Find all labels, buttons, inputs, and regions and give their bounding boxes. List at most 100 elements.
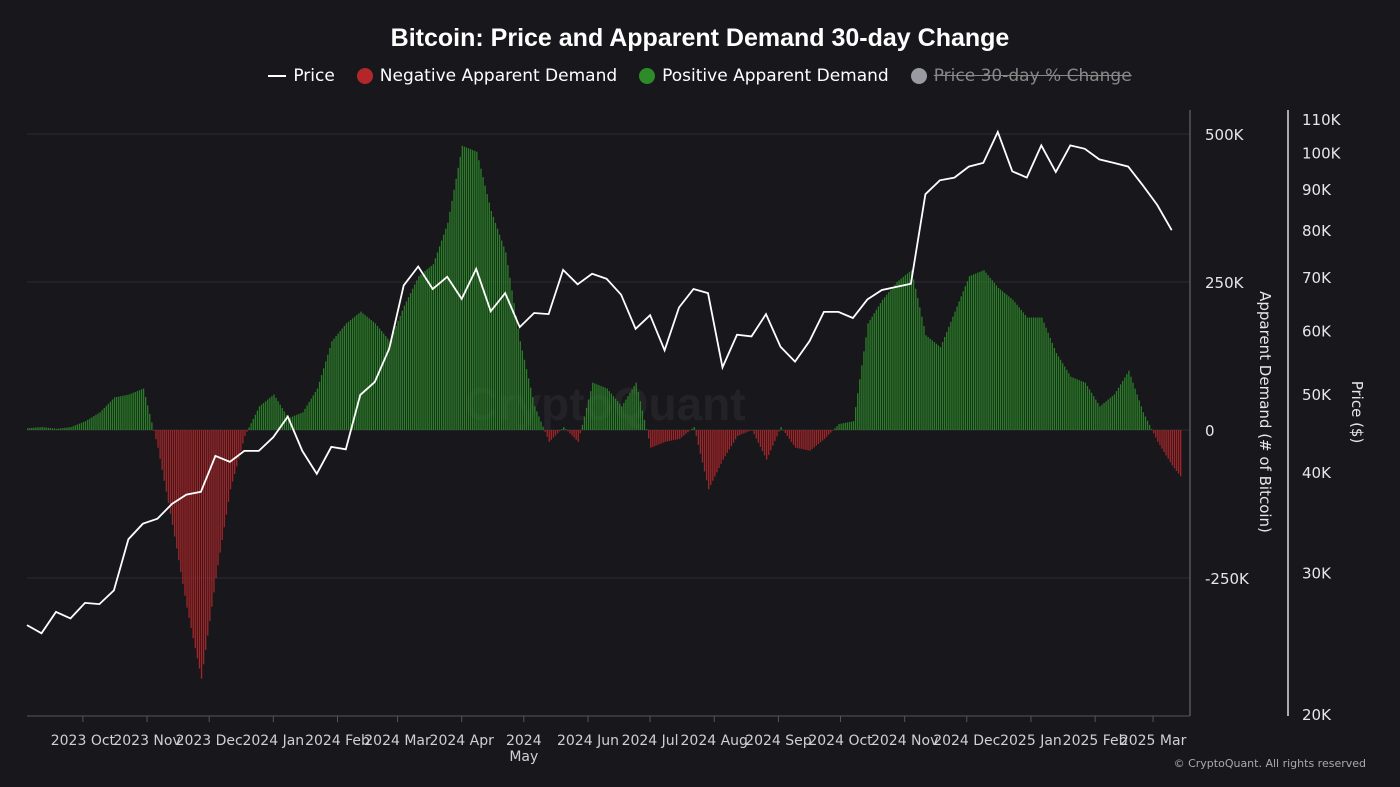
positive-demand-bar xyxy=(27,428,29,430)
negative-demand-bar xyxy=(1159,430,1161,446)
negative-demand-bar xyxy=(186,430,188,608)
negative-demand-bar xyxy=(205,430,207,650)
positive-demand-bar xyxy=(602,386,604,430)
positive-demand-bar xyxy=(474,150,476,430)
positive-demand-bar xyxy=(447,222,449,430)
y-right-tick-label: 50K xyxy=(1302,386,1332,404)
positive-demand-bar xyxy=(1026,317,1029,430)
y-right-tick-label: 100K xyxy=(1302,144,1342,162)
negative-demand-bar xyxy=(803,430,805,450)
positive-demand-bar xyxy=(436,252,439,430)
negative-demand-bar xyxy=(695,430,697,436)
negative-demand-bar xyxy=(666,430,668,442)
positive-demand-bar xyxy=(29,428,31,430)
positive-demand-bar xyxy=(277,401,279,430)
positive-demand-bar xyxy=(904,275,906,430)
negative-demand-bar xyxy=(571,430,573,436)
positive-demand-bar xyxy=(463,146,466,430)
positive-demand-bar xyxy=(109,401,112,430)
copyright: © CryptoQuant. All rights reserved xyxy=(1173,757,1366,770)
positive-demand-bar xyxy=(95,414,97,430)
negative-demand-bar xyxy=(734,430,737,440)
positive-demand-bar xyxy=(434,258,437,430)
positive-demand-bar xyxy=(590,391,592,430)
negative-demand-bar xyxy=(753,430,755,435)
positive-demand-bar xyxy=(397,320,399,430)
legend-item-positive-demand[interactable]: Positive Apparent Demand xyxy=(639,66,889,86)
legend-item-price-change[interactable]: Price 30-day % Change xyxy=(910,66,1132,86)
positive-demand-bar xyxy=(347,321,350,430)
negative-demand-bar xyxy=(668,430,670,441)
dot-icon xyxy=(356,68,373,84)
positive-demand-bar xyxy=(64,427,66,430)
positive-demand-bar xyxy=(72,426,74,430)
positive-demand-bar xyxy=(635,382,637,430)
negative-demand-bar xyxy=(830,430,832,433)
positive-demand-bar xyxy=(869,320,871,430)
positive-demand-bar xyxy=(306,405,308,430)
negative-demand-bar xyxy=(223,430,225,528)
positive-demand-bar xyxy=(1010,298,1012,430)
positive-demand-bar xyxy=(1016,304,1018,430)
x-tick-label: 2024 Nov xyxy=(871,733,938,749)
positive-demand-bar xyxy=(426,269,428,430)
negative-demand-bar xyxy=(246,430,248,432)
negative-demand-bar xyxy=(167,430,170,503)
negative-demand-bar xyxy=(178,430,180,561)
positive-demand-bar xyxy=(113,397,116,430)
positive-demand-bar xyxy=(136,391,139,430)
positive-demand-bar xyxy=(834,428,836,430)
negative-demand-bar xyxy=(554,430,557,436)
positive-demand-bar xyxy=(128,394,130,430)
positive-demand-bar xyxy=(900,278,902,430)
positive-demand-bar xyxy=(985,272,987,430)
negative-demand-bar xyxy=(652,430,654,447)
positive-demand-bar xyxy=(1138,400,1140,430)
positive-demand-bar xyxy=(875,309,877,430)
positive-demand-bar xyxy=(619,403,621,430)
negative-demand-bar xyxy=(672,430,675,441)
positive-demand-bar xyxy=(74,425,76,430)
positive-demand-bar xyxy=(329,347,331,430)
positive-demand-bar xyxy=(147,405,149,430)
positive-demand-bar xyxy=(457,167,459,431)
legend-item-negative-demand[interactable]: Negative Apparent Demand xyxy=(356,66,617,86)
positive-demand-bar xyxy=(496,228,499,430)
positive-demand-bar xyxy=(780,427,782,430)
positive-demand-bar xyxy=(999,289,1002,430)
negative-demand-bar xyxy=(165,430,167,492)
negative-demand-bar xyxy=(573,430,575,438)
positive-demand-bar xyxy=(43,427,45,430)
negative-demand-bar xyxy=(817,430,820,444)
positive-demand-bar xyxy=(111,399,114,430)
y-right-axis-label: Price ($) xyxy=(1348,381,1366,444)
x-tick-label: 2024 Feb xyxy=(305,733,370,749)
negative-demand-bar xyxy=(184,430,186,596)
positive-demand-bar xyxy=(966,281,969,430)
positive-demand-bar xyxy=(523,359,526,430)
positive-demand-bar xyxy=(995,285,998,430)
negative-demand-bar xyxy=(236,430,238,467)
negative-demand-bar xyxy=(556,430,559,434)
negative-demand-bar xyxy=(1173,430,1176,469)
positive-demand-bar xyxy=(105,405,107,430)
negative-demand-bar xyxy=(207,430,209,636)
negative-demand-bar xyxy=(1167,430,1169,459)
positive-demand-bar xyxy=(538,416,540,430)
positive-demand-bar xyxy=(308,402,310,430)
positive-demand-bar xyxy=(33,427,35,430)
positive-demand-bar xyxy=(122,395,124,430)
positive-demand-bar xyxy=(1039,317,1041,430)
positive-demand-bar xyxy=(958,301,960,430)
positive-demand-bar xyxy=(53,428,56,430)
positive-demand-bar xyxy=(1012,299,1014,430)
negative-demand-bar xyxy=(705,430,708,481)
negative-demand-bar xyxy=(714,430,716,477)
positive-demand-bar xyxy=(879,303,882,430)
positive-demand-bar xyxy=(852,421,855,430)
x-tick-label: 2024 Dec xyxy=(933,733,1000,749)
legend-item-price[interactable]: Price xyxy=(268,66,335,86)
positive-demand-bar xyxy=(941,342,944,430)
negative-demand-bar xyxy=(662,430,664,443)
positive-demand-bar xyxy=(356,314,358,430)
